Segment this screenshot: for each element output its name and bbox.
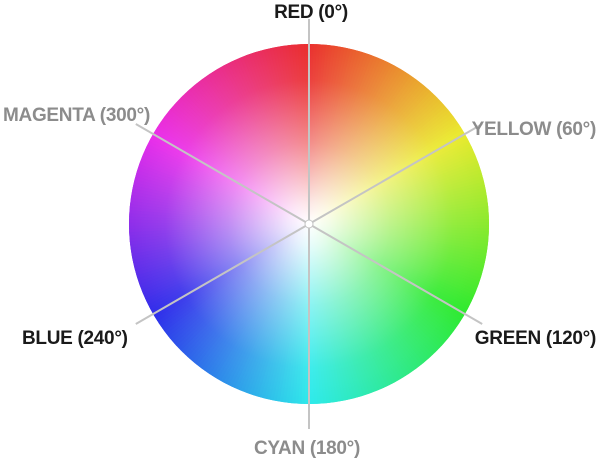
label-green: GREEN (120°): [475, 328, 596, 349]
center-point: [304, 219, 314, 229]
label-yellow: YELLOW (60°): [472, 119, 596, 140]
spoke-300: [135, 123, 310, 225]
spoke-60: [308, 123, 483, 225]
label-blue: BLUE (240°): [22, 328, 128, 349]
label-cyan: CYAN (180°): [254, 438, 360, 459]
hue-labels: RED (0°) YELLOW (60°) GREEN (120°) CYAN …: [3, 2, 596, 459]
label-red: RED (0°): [274, 2, 348, 23]
spoke-120: [308, 223, 483, 325]
spoke-240: [135, 223, 310, 325]
hue-spokes: [135, 19, 483, 429]
label-magenta: MAGENTA (300°): [3, 105, 150, 126]
